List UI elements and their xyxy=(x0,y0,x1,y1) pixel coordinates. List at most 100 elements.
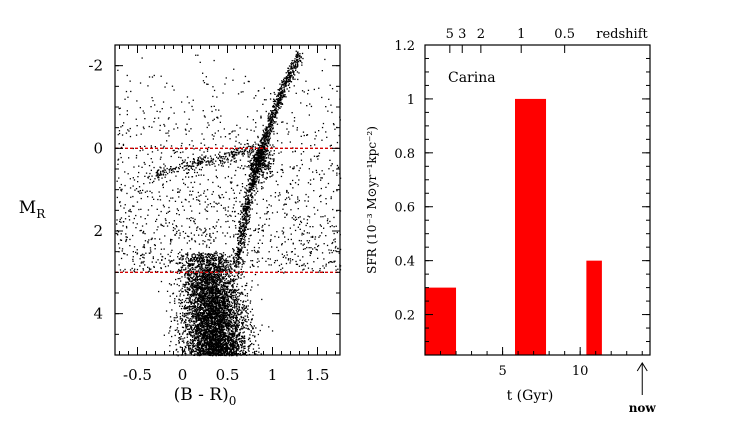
cmd-point xyxy=(209,253,211,255)
cmd-point xyxy=(198,282,200,285)
cmd-point xyxy=(224,313,226,315)
cmd-point xyxy=(219,279,221,282)
cmd-point xyxy=(198,317,200,319)
cmd-point xyxy=(238,338,240,341)
cmd-point xyxy=(215,306,217,309)
cmd-point xyxy=(223,259,226,262)
cmd-point xyxy=(177,351,179,353)
cmd-point xyxy=(227,337,229,339)
cmd-point xyxy=(226,327,228,329)
cmd-point xyxy=(179,312,181,315)
cmd-point xyxy=(242,301,244,303)
cmd-point xyxy=(191,302,193,304)
cmd-point xyxy=(221,347,224,350)
cmd-point xyxy=(214,323,216,325)
cmd-point xyxy=(226,328,228,330)
cmd-point xyxy=(201,294,203,296)
cmd-point xyxy=(216,314,219,317)
cmd-point xyxy=(231,280,234,282)
cmd-point xyxy=(219,278,222,280)
cmd-point xyxy=(204,303,206,305)
cmd-point xyxy=(215,347,217,349)
cmd-point xyxy=(233,258,235,260)
cmd-point xyxy=(205,341,207,343)
cmd-point xyxy=(200,299,202,301)
cmd-point xyxy=(210,314,212,316)
cmd-point xyxy=(201,337,204,339)
cmd-point xyxy=(190,331,192,333)
cmd-point xyxy=(210,327,212,330)
cmd-point xyxy=(208,270,211,272)
cmd-point xyxy=(244,289,246,291)
cmd-point xyxy=(196,288,199,290)
cmd-point xyxy=(226,338,228,340)
cmd-point xyxy=(190,287,193,289)
cmd-point xyxy=(216,299,218,301)
cmd-point xyxy=(221,319,223,321)
cmd-point xyxy=(219,271,221,273)
cmd-point xyxy=(209,335,211,337)
cmd-point xyxy=(223,297,225,299)
cmd-point xyxy=(249,323,251,326)
cmd-point xyxy=(214,315,216,317)
cmd-point xyxy=(222,350,224,352)
cmd-point xyxy=(227,256,229,258)
cmd-point xyxy=(233,314,235,316)
cmd-point xyxy=(212,323,214,325)
cmd-point xyxy=(166,290,169,292)
cmd-point xyxy=(182,257,184,259)
cmd-point xyxy=(215,293,217,295)
cmd-point xyxy=(181,340,183,342)
cmd-point xyxy=(237,348,239,350)
cmd-point xyxy=(198,284,200,286)
cmd-point xyxy=(205,302,208,304)
cmd-point xyxy=(204,295,206,298)
cmd-point xyxy=(223,351,225,353)
cmd-point xyxy=(214,302,216,304)
cmd-point xyxy=(234,269,236,271)
cmd-point xyxy=(201,321,203,323)
cmd-point xyxy=(202,255,204,257)
cmd-point xyxy=(238,324,240,326)
cmd-point xyxy=(197,336,199,338)
cmd-point xyxy=(177,256,179,258)
cmd-point xyxy=(168,332,170,334)
cmd-point xyxy=(211,274,213,276)
cmd-point xyxy=(208,298,210,300)
cmd-point xyxy=(225,278,227,280)
cmd-point xyxy=(206,282,208,284)
cmd-point xyxy=(224,267,227,269)
cmd-point xyxy=(215,355,217,357)
cmd-point xyxy=(224,303,226,305)
cmd-point xyxy=(191,267,194,269)
cmd-point xyxy=(194,274,196,276)
cmd-point xyxy=(193,334,195,336)
cmd-point xyxy=(227,341,230,343)
cmd-point xyxy=(200,264,202,266)
cmd-point xyxy=(249,337,251,340)
cmd-point xyxy=(196,270,198,272)
cmd-point xyxy=(217,283,219,286)
cmd-point xyxy=(214,327,216,329)
cmd-point xyxy=(214,353,216,355)
cmd-point xyxy=(185,297,187,300)
cmd-point xyxy=(220,327,223,329)
cmd-point xyxy=(225,325,227,327)
cmd-point xyxy=(228,352,230,354)
cmd-point xyxy=(199,328,201,330)
cmd-point xyxy=(225,265,228,267)
cmd-point xyxy=(194,299,196,301)
cmd-point xyxy=(215,299,217,301)
cmd-point xyxy=(215,348,217,350)
cmd-point xyxy=(198,318,200,320)
cmd-point xyxy=(202,278,204,280)
cmd-point xyxy=(194,345,196,348)
cmd-point xyxy=(191,290,193,292)
cmd-point xyxy=(245,306,248,308)
cmd-point xyxy=(228,264,230,266)
cmd-point xyxy=(186,301,188,304)
cmd-point xyxy=(186,281,188,283)
cmd-point xyxy=(243,327,246,329)
cmd-point xyxy=(200,284,203,286)
cmd-point xyxy=(223,331,225,333)
